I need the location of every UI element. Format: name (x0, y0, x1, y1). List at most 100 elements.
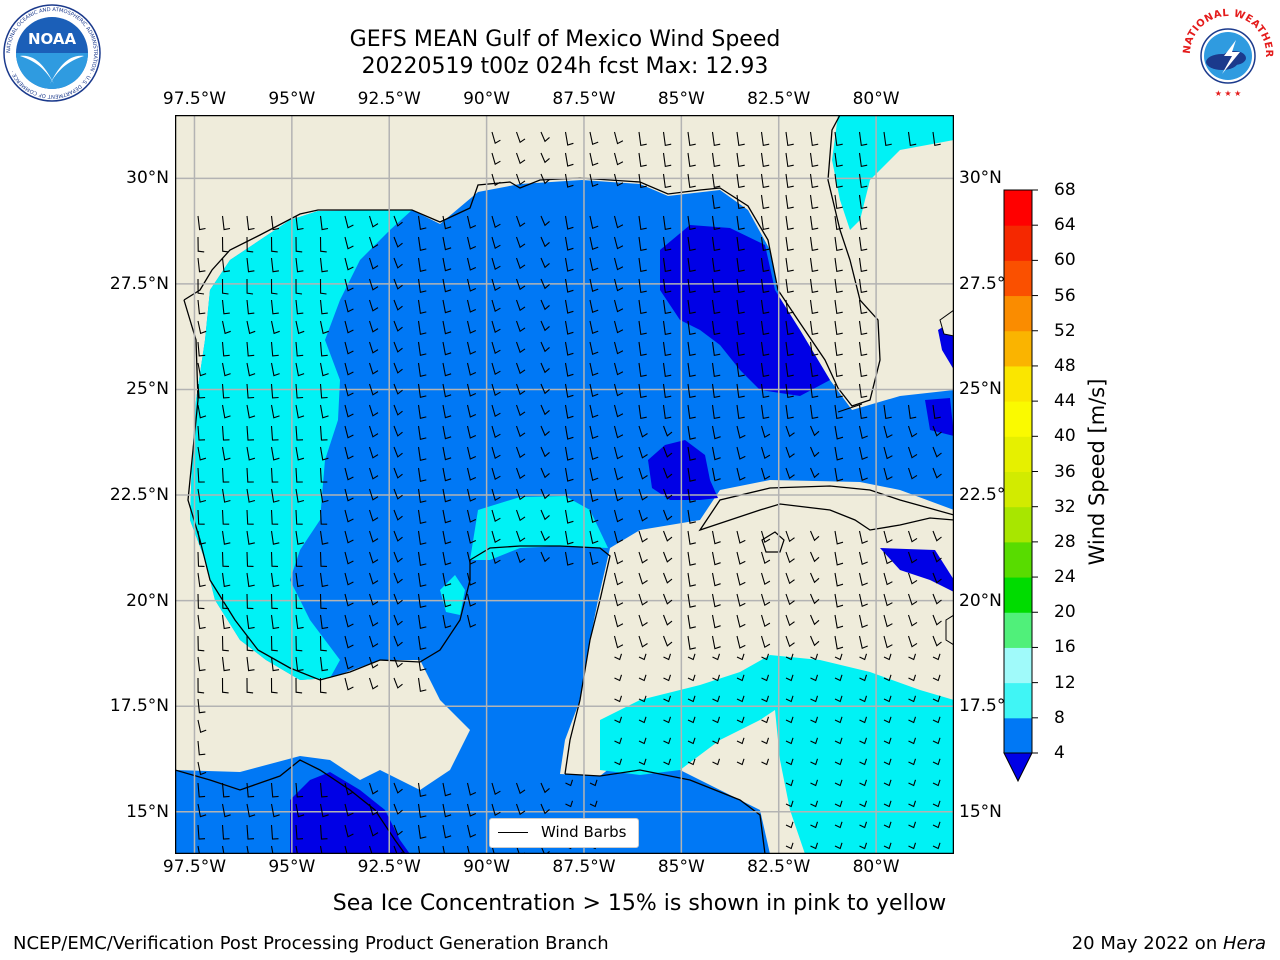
wind-barb (613, 278, 624, 292)
colorbar-tick-label: 4 (1054, 743, 1065, 763)
wind-barb (466, 362, 477, 376)
wind-barb (368, 845, 379, 854)
lat-tick-label-right: 22.5°N (959, 485, 1019, 506)
wind-barb (515, 236, 526, 249)
wind-barb (515, 257, 526, 270)
wind-barb (760, 572, 771, 586)
wind-barb (368, 677, 379, 690)
wind-barb (810, 800, 819, 808)
wind-barb (540, 404, 550, 416)
colorbar-tick-label: 12 (1054, 672, 1076, 693)
wind-barb (417, 446, 427, 461)
wind-barb (319, 824, 328, 840)
wind-barb (858, 593, 868, 608)
wind-barb (810, 695, 819, 703)
wind-barb (319, 320, 329, 335)
wind-barb (736, 716, 745, 724)
wind-barb (564, 152, 574, 167)
wind-barb (270, 656, 280, 672)
wind-barb (540, 530, 550, 542)
wind-barb (785, 383, 794, 399)
wind-barb (270, 488, 280, 503)
wind-barb (564, 530, 574, 545)
wind-barb (638, 152, 647, 168)
wind-barb (491, 257, 501, 271)
colorbar-tick-label: 48 (1054, 355, 1076, 376)
wind-barb (491, 404, 501, 418)
wind-barb (540, 425, 550, 437)
wind-barb (834, 257, 843, 273)
wind-barb (613, 362, 624, 376)
wind-barb (810, 758, 819, 766)
wind-barb (614, 737, 623, 745)
wind-barb (809, 614, 820, 626)
wind-barb (760, 404, 770, 420)
wind-barb (368, 530, 379, 543)
wind-barb (515, 173, 526, 186)
wind-barb (638, 614, 648, 627)
wind-barb (687, 758, 696, 766)
wind-barb (907, 467, 918, 480)
wind-barb (883, 758, 892, 766)
wind-barb (613, 446, 624, 460)
wind-barb (319, 362, 329, 377)
wind-barb (246, 383, 255, 399)
wind-barb (858, 341, 868, 357)
wind-barb (368, 446, 379, 459)
wind-barb (638, 362, 647, 378)
wind-barb (466, 446, 477, 460)
wind-barb (270, 341, 279, 357)
wind-barb (221, 593, 229, 610)
wind-barb (834, 716, 843, 724)
wind-barb (736, 614, 746, 628)
wind-barb (859, 800, 868, 808)
wind-barb (540, 383, 550, 395)
wind-barb (662, 236, 672, 252)
wind-barb (295, 677, 303, 694)
wind-barb (295, 488, 305, 503)
wind-barb (197, 719, 207, 734)
wind-barb (246, 446, 256, 461)
wind-barb (491, 320, 501, 334)
wind-barb (221, 572, 231, 588)
wind-barb (638, 299, 647, 315)
wind-barb (785, 299, 794, 315)
wind-barb (221, 488, 231, 503)
wind-barb (564, 446, 574, 461)
wind-barb (270, 425, 279, 441)
wind-barb (760, 173, 770, 189)
wind-barb (932, 779, 941, 787)
wind-barb (319, 488, 329, 503)
wind-barb (662, 551, 673, 563)
wind-barb (319, 425, 328, 441)
wind-barb (638, 320, 647, 336)
wind-barb (442, 215, 452, 230)
wind-barb (368, 467, 379, 480)
svg-text:★ ★ ★: ★ ★ ★ (1215, 89, 1242, 98)
wind-barb (760, 467, 771, 481)
wind-barb (393, 677, 403, 689)
wind-barb (221, 341, 230, 357)
wind-barb (760, 530, 771, 544)
wind-barb (883, 572, 893, 586)
wind-barb (491, 509, 501, 523)
wind-barb (442, 614, 452, 629)
wind-barb (907, 530, 918, 543)
wind-barb (197, 572, 206, 588)
wind-barb (197, 299, 206, 315)
wind-barb (809, 257, 819, 273)
wind-barb (246, 341, 255, 357)
footer-branch: NCEP/EMC/Verification Post Processing Pr… (13, 933, 609, 954)
wind-barb (393, 215, 403, 227)
wind-barb (883, 614, 893, 628)
wind-barb (491, 173, 501, 187)
wind-barb (712, 737, 721, 745)
wind-barb (613, 341, 624, 355)
wind-barb (932, 842, 941, 850)
wind-barb (883, 674, 892, 682)
wind-barb (270, 677, 278, 694)
wind-barb (613, 530, 624, 544)
lat-tick-label-right: 27.5°N (959, 273, 1019, 294)
wind-barb (711, 320, 721, 336)
wind-barb (344, 677, 354, 691)
